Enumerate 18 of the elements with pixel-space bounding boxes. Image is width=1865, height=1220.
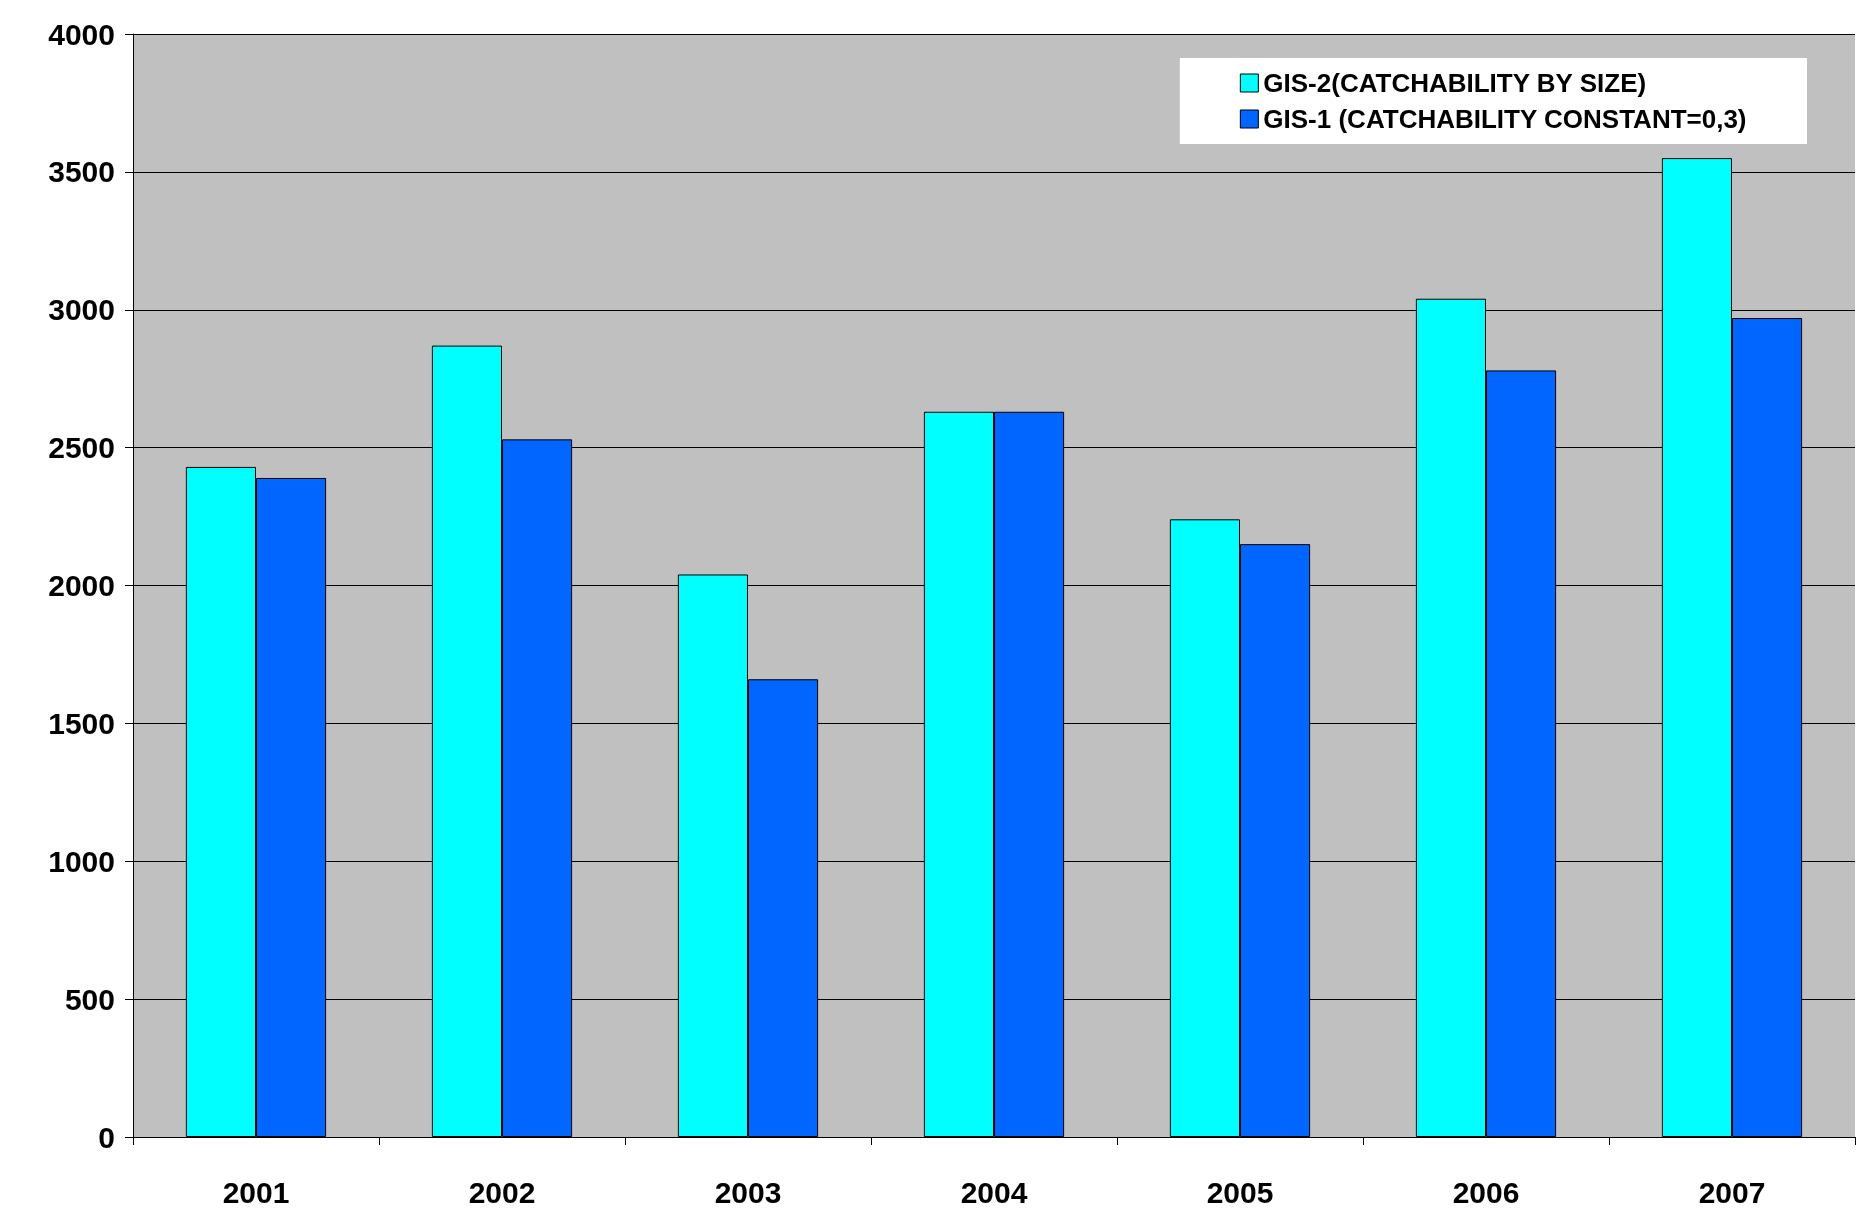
y-tick-label: 2000 — [48, 569, 115, 602]
y-tick-label: 2500 — [48, 431, 115, 465]
legend-label: GIS-2(CATCHABILITY BY SIZE) — [1263, 68, 1647, 98]
legend-label: GIS-1 (CATCHABILITY CONSTANT=0,3) — [1263, 104, 1747, 134]
x-tick-label: 2002 — [468, 1175, 536, 1209]
y-tick-label: 4000 — [48, 17, 115, 51]
y-tick-label: 1500 — [48, 706, 115, 740]
y-tick-label: 500 — [64, 982, 115, 1016]
x-tick-label: 2005 — [1206, 1175, 1274, 1209]
x-tick-label: 2006 — [1452, 1175, 1520, 1209]
y-tick-label: 3500 — [48, 155, 115, 189]
x-tick-label: 2001 — [222, 1175, 290, 1209]
x-tick-label: 2007 — [1698, 1175, 1766, 1209]
x-tick-label: 2003 — [714, 1175, 782, 1209]
x-tick-label: 2004 — [960, 1175, 1028, 1209]
y-tick-label: 0 — [98, 1120, 115, 1154]
y-tick-label: 3000 — [48, 293, 115, 327]
y-tick-label: 1000 — [48, 844, 115, 878]
